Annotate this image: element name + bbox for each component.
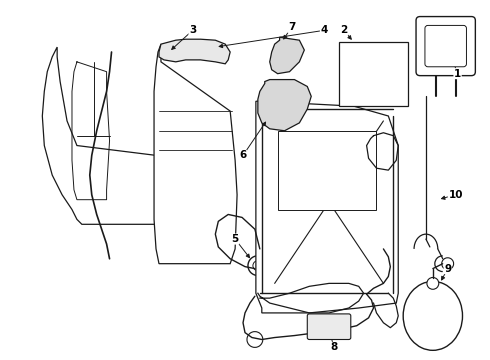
Circle shape — [268, 113, 275, 120]
Bar — [339, 42, 408, 106]
Circle shape — [178, 212, 183, 217]
Text: 4: 4 — [320, 25, 328, 35]
Circle shape — [345, 113, 352, 120]
Text: 5: 5 — [231, 234, 239, 244]
Polygon shape — [159, 39, 230, 64]
Circle shape — [348, 48, 360, 60]
Circle shape — [81, 153, 86, 158]
Circle shape — [208, 212, 213, 217]
Circle shape — [306, 113, 313, 120]
Circle shape — [334, 111, 344, 121]
Circle shape — [325, 113, 333, 120]
Circle shape — [99, 183, 104, 188]
Circle shape — [365, 113, 372, 120]
Polygon shape — [256, 101, 398, 313]
Text: 10: 10 — [448, 190, 463, 200]
Circle shape — [370, 51, 376, 57]
Circle shape — [253, 261, 263, 271]
Circle shape — [178, 192, 183, 197]
Circle shape — [99, 168, 104, 172]
Text: 8: 8 — [330, 342, 338, 352]
Circle shape — [99, 153, 104, 158]
Circle shape — [81, 183, 86, 188]
FancyBboxPatch shape — [307, 314, 351, 339]
Polygon shape — [258, 80, 311, 131]
FancyBboxPatch shape — [425, 26, 466, 67]
Circle shape — [248, 256, 268, 275]
Circle shape — [296, 283, 303, 290]
Circle shape — [388, 48, 399, 60]
Text: 3: 3 — [189, 25, 196, 35]
Polygon shape — [270, 37, 304, 74]
Text: 7: 7 — [288, 22, 295, 32]
Text: 9: 9 — [444, 264, 451, 274]
Circle shape — [268, 283, 275, 290]
Circle shape — [194, 45, 207, 59]
Text: 6: 6 — [240, 150, 246, 161]
Circle shape — [178, 172, 183, 177]
Circle shape — [351, 51, 357, 57]
FancyBboxPatch shape — [416, 17, 475, 76]
Circle shape — [208, 192, 213, 197]
Circle shape — [208, 172, 213, 177]
Circle shape — [294, 111, 304, 121]
Text: 1: 1 — [454, 69, 461, 79]
Polygon shape — [42, 47, 169, 224]
Circle shape — [286, 113, 293, 120]
Circle shape — [391, 51, 396, 57]
Circle shape — [368, 48, 379, 60]
Circle shape — [380, 283, 387, 290]
Text: 2: 2 — [340, 25, 347, 35]
Circle shape — [325, 283, 333, 290]
Circle shape — [427, 278, 439, 289]
Bar — [278, 131, 376, 210]
Polygon shape — [154, 44, 237, 264]
Circle shape — [355, 283, 362, 290]
Circle shape — [81, 168, 86, 172]
